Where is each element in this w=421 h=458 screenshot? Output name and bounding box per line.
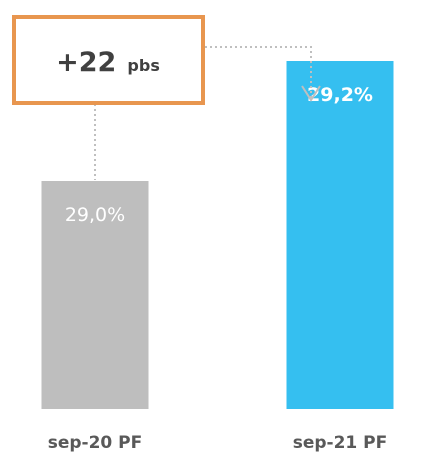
bar-1 bbox=[41, 181, 149, 409]
bar-value-label-1: 29,0% bbox=[65, 204, 125, 226]
bars-layer bbox=[41, 61, 394, 409]
annotation-value: +22 bbox=[56, 47, 116, 78]
annotation-connector-right bbox=[205, 46, 312, 98]
bar-2 bbox=[286, 61, 394, 409]
category-label-2: sep-21 PF bbox=[293, 433, 388, 453]
annotation-unit: pbs bbox=[127, 56, 159, 75]
labels-layer: 29,0% sep-20 PF 29,2% sep-21 PF bbox=[48, 84, 388, 453]
annotation-box bbox=[12, 15, 205, 105]
bar-value-label-2: 29,2% bbox=[307, 84, 373, 106]
annotation-text: +22 pbs bbox=[56, 47, 160, 78]
annotation-arrowhead bbox=[301, 85, 321, 102]
category-label-1: sep-20 PF bbox=[48, 433, 143, 453]
